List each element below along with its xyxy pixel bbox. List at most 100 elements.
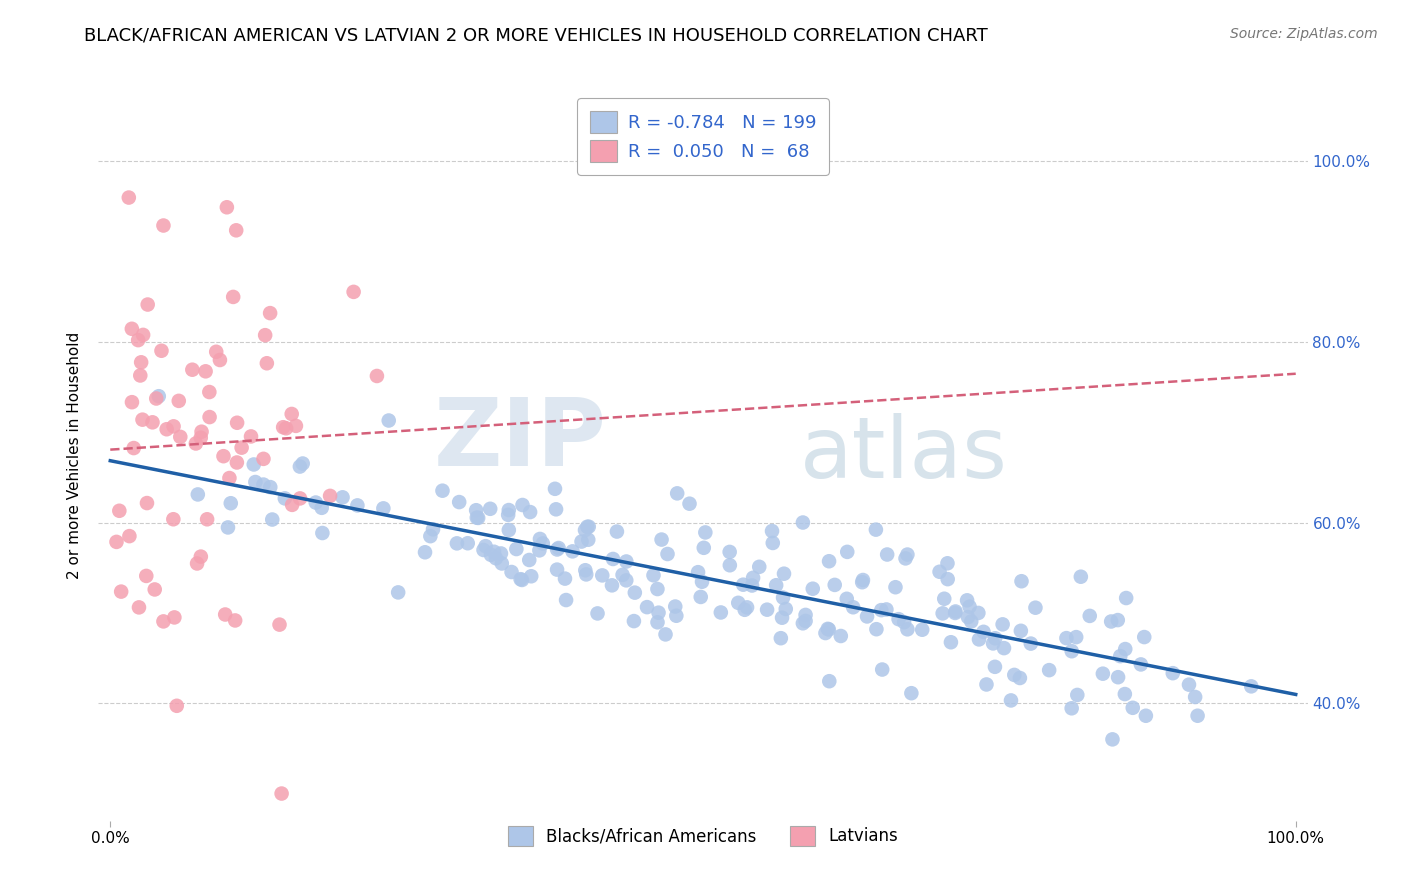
Point <box>1060 701 1083 715</box>
Point <box>198 385 221 400</box>
Point <box>1161 666 1184 681</box>
Point <box>252 477 274 491</box>
Point <box>574 563 596 577</box>
Point <box>835 591 858 606</box>
Point <box>135 569 157 583</box>
Point <box>208 353 231 368</box>
Point <box>1109 649 1132 664</box>
Point <box>546 542 568 557</box>
Point <box>1008 671 1031 685</box>
Point <box>896 623 918 637</box>
Point <box>252 451 274 466</box>
Point <box>678 497 700 511</box>
Point <box>136 496 159 510</box>
Point <box>984 660 1007 674</box>
Point <box>121 322 143 336</box>
Point <box>457 536 479 550</box>
Point <box>928 565 950 579</box>
Point <box>129 368 152 383</box>
Point <box>479 548 502 562</box>
Point <box>274 421 297 435</box>
Point <box>959 599 981 614</box>
Point <box>198 410 221 425</box>
Point <box>814 626 837 640</box>
Point <box>818 674 841 689</box>
Y-axis label: 2 or more Vehicles in Household: 2 or more Vehicles in Household <box>67 331 83 579</box>
Point <box>496 508 519 522</box>
Point <box>1060 644 1083 658</box>
Point <box>465 510 488 524</box>
Point <box>602 552 624 566</box>
Point <box>422 522 444 536</box>
Point <box>945 605 967 619</box>
Point <box>226 416 249 430</box>
Point <box>936 556 959 570</box>
Point <box>240 429 263 443</box>
Point <box>169 430 191 444</box>
Point <box>131 412 153 426</box>
Point <box>181 362 204 376</box>
Point <box>366 369 388 384</box>
Point <box>665 608 688 623</box>
Point <box>269 617 291 632</box>
Point <box>852 573 875 587</box>
Point <box>710 606 733 620</box>
Point <box>305 495 328 509</box>
Point <box>967 632 990 647</box>
Point <box>690 574 713 589</box>
Point <box>606 524 628 539</box>
Point <box>591 568 613 582</box>
Point <box>893 615 915 629</box>
Point <box>141 415 163 429</box>
Point <box>373 501 395 516</box>
Point <box>576 533 599 547</box>
Point <box>765 578 787 592</box>
Point <box>991 617 1014 632</box>
Point <box>544 482 567 496</box>
Point <box>770 611 793 625</box>
Point <box>156 422 179 436</box>
Point <box>666 486 689 500</box>
Point <box>748 559 770 574</box>
Point <box>256 356 278 370</box>
Point <box>824 578 846 592</box>
Point <box>1187 708 1209 723</box>
Point <box>190 425 212 439</box>
Point <box>939 635 962 649</box>
Point <box>319 489 342 503</box>
Point <box>636 600 658 615</box>
Point <box>162 512 184 526</box>
Point <box>217 520 239 534</box>
Point <box>129 355 152 369</box>
Point <box>449 495 471 509</box>
Point <box>270 787 292 801</box>
Point <box>152 615 174 629</box>
Point <box>343 285 366 299</box>
Point <box>884 580 907 594</box>
Point <box>586 607 609 621</box>
Point <box>547 541 569 555</box>
Point <box>346 499 368 513</box>
Point <box>259 480 281 494</box>
Point <box>870 663 893 677</box>
Point <box>554 572 576 586</box>
Point <box>624 585 647 599</box>
Point <box>856 609 879 624</box>
Point <box>1019 637 1042 651</box>
Point <box>1115 591 1137 605</box>
Point <box>205 344 228 359</box>
Point <box>498 523 520 537</box>
Point <box>600 578 623 592</box>
Point <box>647 615 669 630</box>
Point <box>186 557 208 571</box>
Point <box>865 622 887 636</box>
Point <box>121 395 143 409</box>
Point <box>817 622 839 636</box>
Point <box>865 523 887 537</box>
Point <box>482 545 505 559</box>
Point <box>647 606 669 620</box>
Point <box>735 600 758 615</box>
Point <box>184 436 207 450</box>
Point <box>1070 570 1092 584</box>
Point <box>225 455 247 469</box>
